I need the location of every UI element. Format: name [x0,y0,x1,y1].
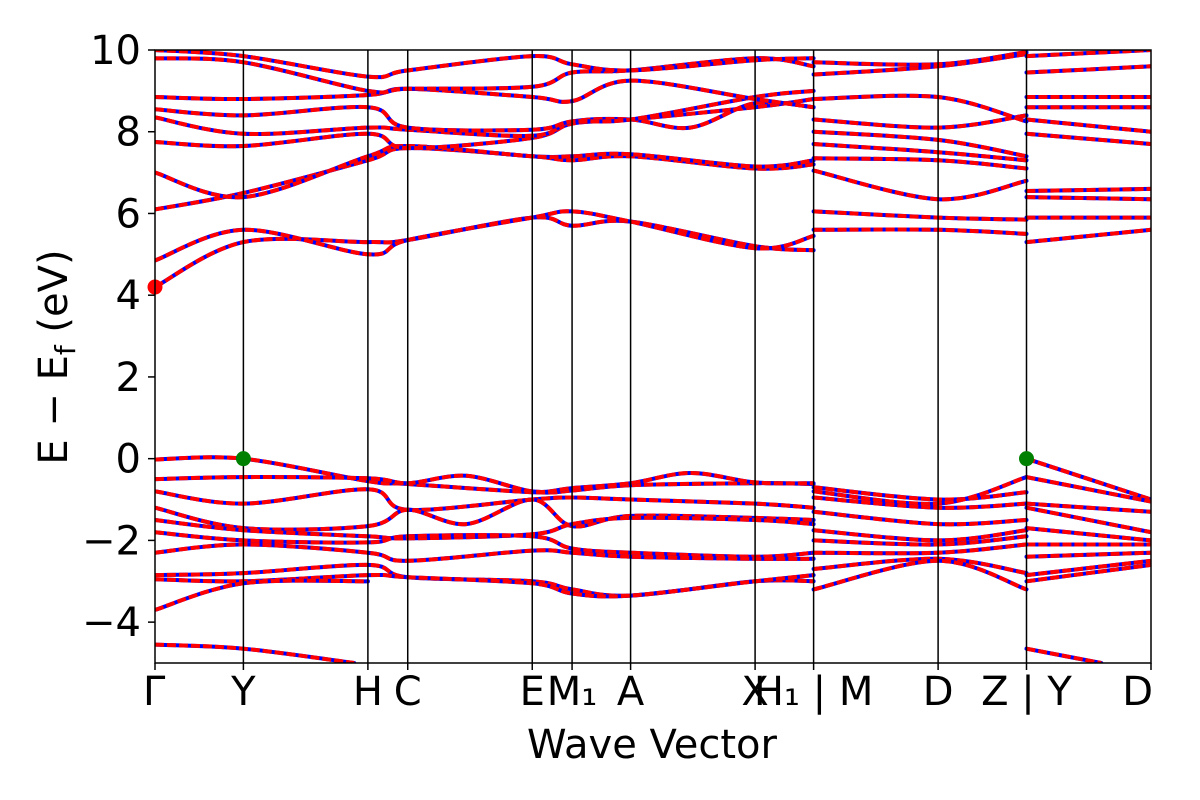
band-down-39 [155,143,814,200]
band-down-42 [155,97,814,151]
band-down-26 [1026,562,1151,584]
band-down-57 [155,50,814,80]
band-up-6 [155,487,816,512]
band-down-5 [1026,475,1151,504]
band-down-29 [1026,646,1102,663]
x-tick-label-10: Z | Y [981,669,1072,715]
band-up-33 [155,209,816,263]
x-tick-label-5: M₁ [547,669,598,715]
plot-frame [154,49,1152,664]
band-down-14 [1026,526,1151,543]
x-tick-label-2: H [353,669,383,715]
band-down-20 [1026,550,1151,559]
band-down-9 [155,497,814,532]
x-tick-label-0: Γ [143,669,166,715]
x-tick-label-3: C [394,669,422,715]
y-axis-ticks: −4 −2 0 2 4 6 8 10 [82,28,155,646]
band-down-47 [1026,117,1151,134]
band-down-44 [1026,131,1151,146]
band-up-42 [155,97,816,151]
x-tick-label-6: A [617,669,645,715]
band-down-2 [1025,456,1151,502]
band-down-23 [1026,558,1151,578]
band-up-37 [811,168,1029,202]
x-tick-label-7: X [741,669,768,715]
band-down-24 [155,572,814,599]
band-down-32 [1026,227,1151,245]
band-down-38 [1026,195,1151,202]
x-tick-label-11: D [1122,669,1153,715]
y-tick-label-7: 10 [90,28,141,74]
band-up-36 [155,146,816,212]
band-down-52 [813,93,1028,124]
x-tick-label-4: E [520,669,545,715]
vbm-marker-0 [235,451,251,467]
band-down-8 [1026,501,1151,514]
band-up-18 [155,542,816,563]
band-down-54 [155,56,814,95]
y-tick-label-3: 2 [116,355,141,401]
y-tick-label-5: 6 [116,191,141,237]
band-down-18 [155,542,814,563]
band-up-27 [155,578,370,612]
x-tick-label-9: D [923,669,954,715]
x-axis-label: Wave Vector [527,722,778,768]
band-down-56 [1026,64,1151,75]
y-tick-label-0: −4 [82,600,141,646]
band-down-37 [813,168,1027,202]
band-down-3 [155,470,814,494]
band-down-27 [155,578,368,612]
band-down-6 [155,487,814,512]
y-tick-label-2: 0 [116,437,141,483]
high-symmetry-lines [242,50,1028,663]
band-lines [155,50,1151,663]
y-axis-label-sub: f [49,344,82,355]
y-tick-label-6: 8 [116,110,141,156]
y-axis-label-unit: (eV) [31,249,77,345]
x-axis-ticks: Γ Y H C E M₁ A XH₁ | M D Z | Y D [143,663,1153,715]
band-down-41 [1026,186,1151,193]
vbm-marker-1 [1019,451,1034,467]
band-down-15 [155,530,814,559]
x-tick-label-1: Y [230,669,256,715]
band-down-48 [155,88,814,133]
y-tick-label-1: −2 [82,518,141,564]
band-down-33 [155,209,815,263]
band-down-36 [155,146,814,212]
band-down-11 [1026,505,1151,535]
band-edge-markers [147,279,1034,467]
band-down-51 [155,78,814,110]
band-down-28 [155,642,355,663]
y-axis-label-main: E − E [31,355,77,465]
y-tick-label-4: 4 [116,273,141,319]
x-tick-label-8: H₁ | M [754,669,874,715]
band-down-0 [155,455,814,495]
y-axis-label: E − Ef (eV) [31,249,82,464]
